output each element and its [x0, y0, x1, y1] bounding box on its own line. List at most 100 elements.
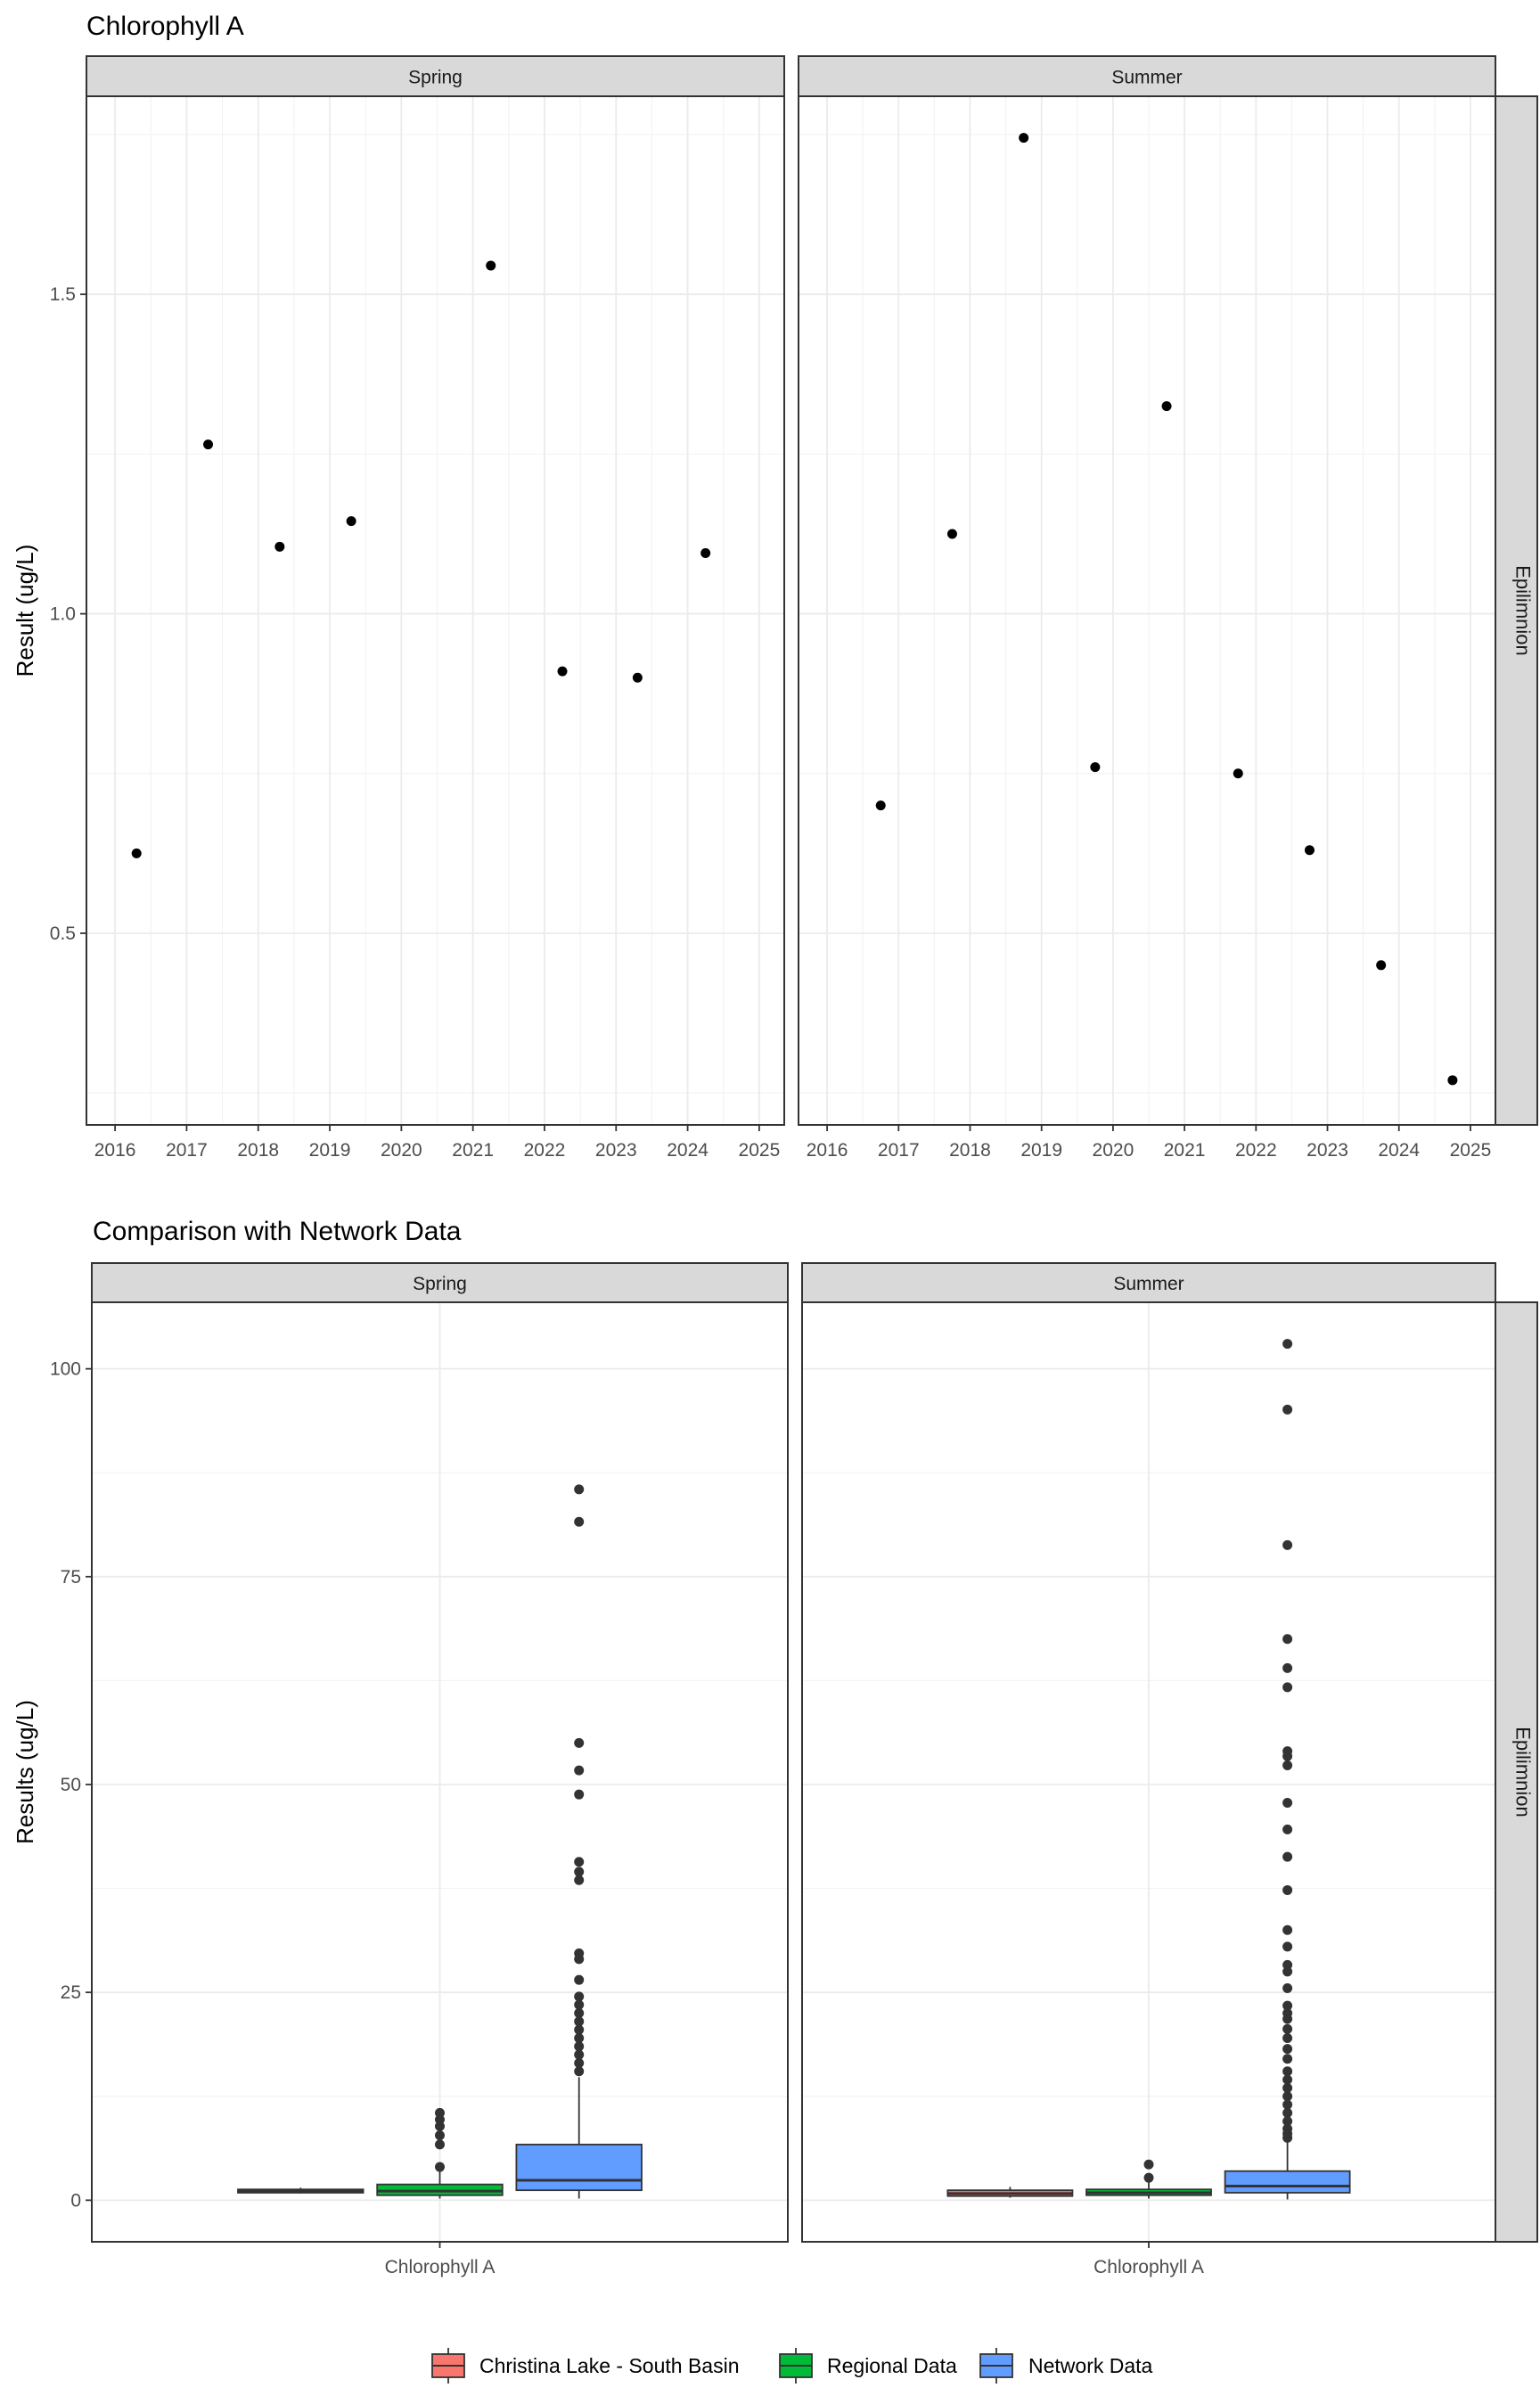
outlier-point	[574, 2041, 585, 2052]
outlier-point	[435, 2139, 445, 2150]
data-point	[1304, 845, 1315, 856]
outlier-point	[1282, 1798, 1293, 1809]
data-point	[1161, 401, 1172, 412]
outlier-point	[435, 2130, 445, 2141]
facet-strip-label: Spring	[413, 1274, 467, 1294]
outlier-point	[1282, 2116, 1293, 2127]
outlier-point	[1282, 2091, 1293, 2102]
data-point	[557, 666, 568, 677]
outlier-point	[574, 2057, 585, 2068]
data-point	[1019, 133, 1029, 144]
row-strip-label: Epilimnion	[1512, 1727, 1535, 1818]
y-tick-label: 25	[61, 1982, 81, 2003]
outlier-point	[574, 1516, 585, 1527]
data-point	[346, 516, 356, 527]
y-tick-label: 1.0	[50, 604, 76, 625]
data-point	[1447, 1075, 1458, 1086]
data-point	[274, 541, 285, 552]
x-tick-label: 2018	[949, 1140, 991, 1161]
outlier-point	[1282, 1824, 1293, 1834]
outlier-point	[574, 2066, 585, 2077]
legend-label: Network Data	[1028, 2354, 1153, 2377]
y-tick-label: 100	[50, 1359, 81, 1380]
data-point	[1090, 762, 1101, 773]
outlier-point	[1282, 1539, 1293, 1550]
outlier-point	[574, 1789, 585, 1800]
data-point	[203, 439, 214, 450]
facet-strip	[91, 1262, 789, 1303]
x-tick-label: 2024	[667, 1140, 709, 1161]
y-tick-label: 0	[70, 2190, 81, 2211]
facet-strip	[801, 1262, 1496, 1303]
y-tick-label: 75	[61, 1567, 81, 1588]
outlier-point	[1282, 1634, 1293, 1645]
x-tick-label: 2023	[595, 1140, 637, 1161]
x-tick-label: 2017	[166, 1140, 208, 1161]
y-tick-label: 0.5	[50, 923, 76, 944]
x-tick-label: 2023	[1307, 1140, 1348, 1161]
outlier-point	[435, 2107, 445, 2118]
outlier-point	[1282, 1851, 1293, 1862]
outlier-point	[1282, 1662, 1293, 1673]
outlier-point	[574, 2007, 585, 2018]
x-tick-label: 2019	[1020, 1140, 1062, 1161]
outlier-point	[574, 1857, 585, 1867]
outlier-point	[574, 1867, 585, 1877]
outlier-point	[574, 2024, 585, 2035]
outlier-point	[1282, 2000, 1293, 2011]
outlier-point	[1282, 2066, 1293, 2077]
data-point	[875, 800, 886, 811]
outlier-point	[574, 2049, 585, 2060]
x-tick-label: 2017	[878, 1140, 920, 1161]
outlier-point	[1282, 2054, 1293, 2064]
row-strip	[1495, 1301, 1538, 2243]
box-body	[1224, 2170, 1351, 2194]
x-tick-label: 2022	[1235, 1140, 1277, 1161]
x-tick-label: 2020	[381, 1140, 422, 1161]
outlier-point	[1282, 2082, 1293, 2093]
outlier-point	[574, 2032, 585, 2043]
outlier-point	[574, 1999, 585, 2010]
y-axis-label-1: Result (ug/L)	[12, 545, 38, 677]
y-tick-label: 1.5	[50, 284, 76, 305]
x-tick-label: 2020	[1093, 1140, 1135, 1161]
facet-strip	[86, 55, 785, 97]
data-point	[632, 672, 643, 683]
legend-label: Regional Data	[827, 2354, 957, 2377]
facet-strip	[798, 55, 1496, 97]
outlier-point	[435, 2162, 445, 2172]
outlier-point	[1282, 1682, 1293, 1693]
data-point	[946, 529, 957, 539]
outlier-point	[574, 2016, 585, 2027]
outlier-point	[574, 1737, 585, 1748]
outlier-point	[1282, 2044, 1293, 2055]
x-tick-label: 2016	[807, 1140, 848, 1161]
row-strip	[1495, 95, 1538, 1126]
outlier-point	[1282, 1760, 1293, 1771]
x-tick-label: 2021	[452, 1140, 494, 1161]
outlier-point	[1143, 2172, 1154, 2183]
outlier-point	[574, 1484, 585, 1495]
box-body	[515, 2143, 643, 2192]
x-tick-label: 2016	[94, 1140, 136, 1161]
outlier-point	[1282, 2007, 1293, 2018]
row-strip-label: Epilimnion	[1512, 565, 1535, 656]
y-axis-label-2: Results (ug/L)	[12, 1700, 38, 1844]
facet-strip-label: Spring	[408, 68, 463, 88]
outlier-point	[1282, 1339, 1293, 1350]
outlier-point	[1282, 1746, 1293, 1757]
outlier-point	[574, 1875, 585, 1885]
facet-strip-label: Summer	[1111, 68, 1182, 88]
x-tick-label: 2018	[237, 1140, 279, 1161]
y-tick-label: 50	[61, 1775, 81, 1795]
x-tick-label: 2021	[1164, 1140, 1206, 1161]
x-tick-label: 2024	[1378, 1140, 1420, 1161]
outlier-point	[574, 1765, 585, 1776]
panel-background	[799, 96, 1495, 1125]
x-tick-label: Chlorophyll A	[1094, 2257, 1204, 2277]
legend-label: Christina Lake - South Basin	[479, 2354, 740, 2377]
chart-title-1: Chlorophyll A	[86, 12, 244, 41]
x-tick-label: 2025	[739, 1140, 781, 1161]
outlier-point	[1282, 2023, 1293, 2034]
